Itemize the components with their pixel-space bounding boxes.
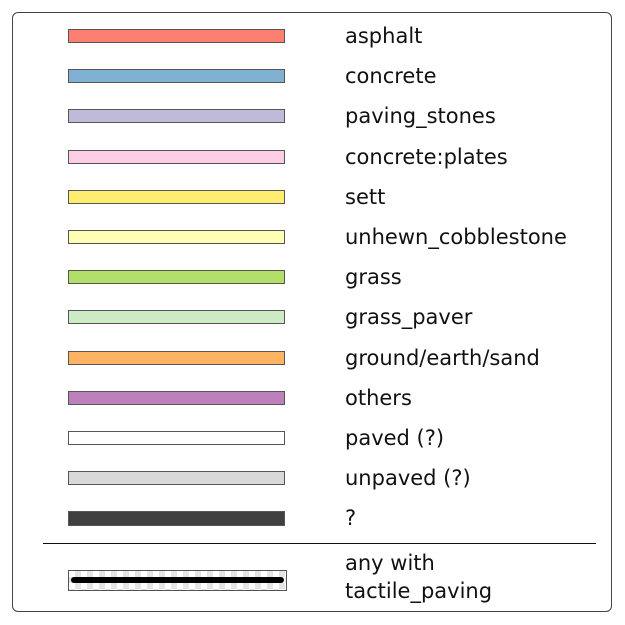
legend-label: unhewn_cobblestone (345, 225, 567, 249)
legend-item: ground/earth/sand (13, 338, 611, 378)
legend-label: unpaved (?) (345, 466, 471, 491)
legend-label: ground/earth/sand (345, 345, 540, 370)
legend-label: asphalt (345, 24, 423, 48)
legend-label: paved (?) (345, 426, 445, 450)
legend-item: concrete:plates (13, 137, 611, 177)
legend-item: others (13, 378, 611, 418)
legend-label: sett (345, 184, 386, 209)
legend-swatch (68, 149, 285, 164)
tactile-paving-swatch (68, 570, 287, 591)
legend-item: sett (13, 177, 611, 217)
legend-label: grass (345, 265, 402, 290)
legend-label: grass_paver (345, 305, 473, 330)
legend-item: grass (13, 257, 611, 297)
legend-swatch (68, 109, 285, 124)
legend-swatch (68, 189, 285, 204)
legend-swatch (68, 431, 285, 445)
tactile-label-line2: tactile_paving (345, 579, 493, 603)
tactile-paving-line (71, 577, 284, 583)
legend-swatch (68, 69, 285, 84)
tactile-label-line1: any with (345, 551, 435, 575)
legend-item: asphalt (13, 16, 611, 56)
legend-item: unpaved (?) (13, 458, 611, 498)
legend-panel: asphalt concrete paving_stones concrete:pla… (12, 12, 612, 612)
legend-swatch (68, 230, 285, 244)
legend-item: paved (?) (13, 418, 611, 458)
legend-swatch (68, 390, 285, 405)
legend-label: concrete:plates (345, 144, 508, 169)
legend-swatch (68, 511, 285, 527)
legend-label: paving_stones (345, 104, 496, 129)
legend-item: ? (13, 498, 611, 538)
legend-divider (43, 543, 596, 544)
legend-swatch (68, 270, 285, 285)
legend-item: paving_stones (13, 96, 611, 136)
legend-item: grass_paver (13, 297, 611, 337)
legend-swatch (68, 310, 285, 325)
legend-swatch (68, 350, 285, 365)
tactile-paving-label: any with tactile_paving (345, 549, 595, 605)
legend-item: concrete (13, 56, 611, 96)
legend-label: others (345, 385, 412, 410)
legend-swatch (68, 471, 285, 486)
legend-label: concrete (345, 64, 437, 89)
legend-label: ? (345, 506, 357, 531)
legend-swatch (68, 29, 285, 43)
legend-item: unhewn_cobblestone (13, 217, 611, 257)
